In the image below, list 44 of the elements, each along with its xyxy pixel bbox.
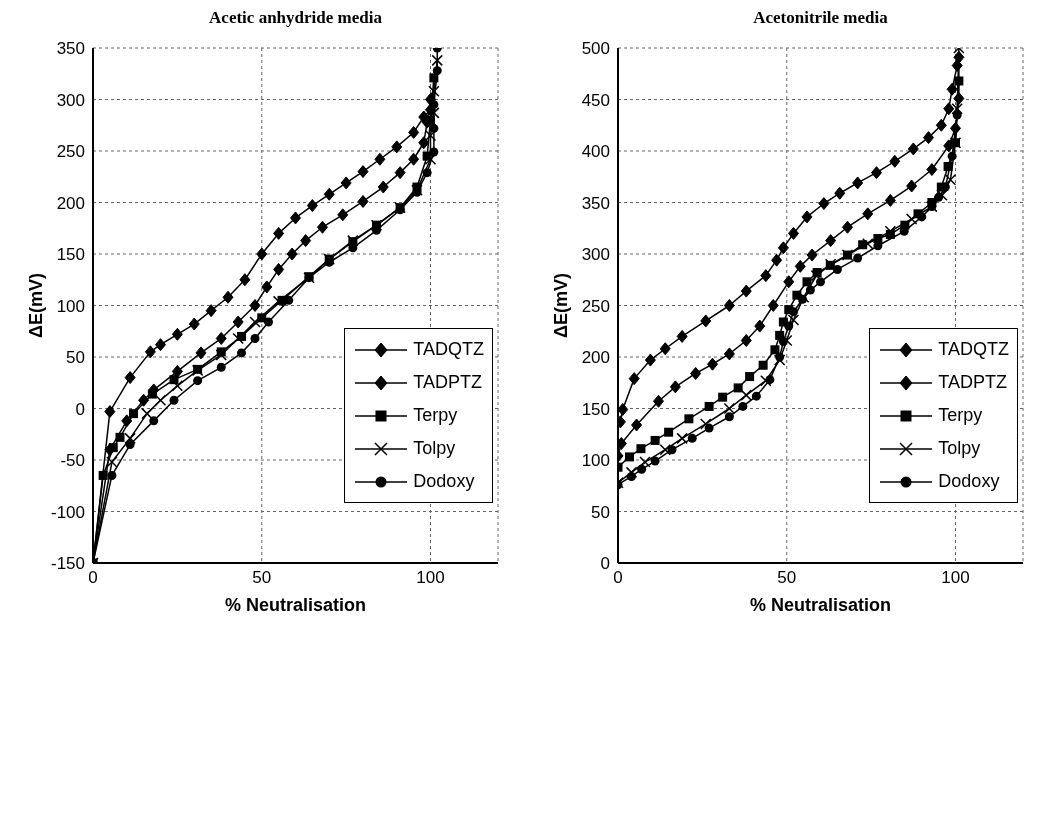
y-tick-label: 200 bbox=[56, 193, 85, 213]
y-tick-label: 350 bbox=[581, 193, 610, 213]
legend-label: TADPTZ bbox=[413, 372, 483, 393]
y-tick-label: 450 bbox=[581, 90, 610, 110]
y-tick-label: -50 bbox=[60, 451, 85, 471]
y-tick-label: 0 bbox=[600, 554, 610, 574]
legend-label: Terpy bbox=[413, 405, 458, 426]
legend-label: TADQTZ bbox=[938, 339, 1009, 360]
y-tick-label: 300 bbox=[581, 245, 610, 265]
y-tick-label: 100 bbox=[56, 296, 85, 316]
legend-label: Tolpy bbox=[938, 438, 981, 459]
x-tick-label: 50 bbox=[252, 568, 272, 588]
y-tick-label: 200 bbox=[581, 348, 610, 368]
y-tick-label: 100 bbox=[581, 451, 610, 471]
legend-label: Dodoxy bbox=[938, 471, 1000, 492]
chart-title: Acetic anhydride media bbox=[208, 8, 383, 29]
y-tick-label: 400 bbox=[581, 142, 610, 162]
y-tick-label: 250 bbox=[56, 142, 85, 162]
y-tick-label: 350 bbox=[56, 39, 85, 59]
y-tick-label: 300 bbox=[56, 90, 85, 110]
y-tick-label: 500 bbox=[581, 39, 610, 59]
x-axis-title: % Neutralisation bbox=[749, 595, 892, 615]
legend-label: Tolpy bbox=[413, 438, 456, 459]
chart-title: Acetonitrile media bbox=[752, 8, 889, 29]
x-tick-label: 0 bbox=[613, 568, 623, 588]
x-tick-label: 100 bbox=[941, 568, 970, 588]
x-tick-label: 0 bbox=[88, 568, 98, 588]
legend-label: TADPTZ bbox=[938, 372, 1008, 393]
y-tick-label: 50 bbox=[591, 502, 610, 522]
y-tick-label: 150 bbox=[581, 399, 610, 419]
y-tick-label: 50 bbox=[66, 348, 85, 368]
y-tick-label: 0 bbox=[75, 399, 85, 419]
y-tick-label: 250 bbox=[581, 296, 610, 316]
x-tick-label: 50 bbox=[777, 568, 797, 588]
y-axis-title: ΔE(mV) bbox=[26, 273, 47, 338]
y-axis-title: ΔE(mV) bbox=[551, 273, 572, 338]
x-tick-label: 100 bbox=[416, 568, 445, 588]
y-tick-label: -100 bbox=[50, 502, 85, 522]
y-tick-label: 150 bbox=[56, 245, 85, 265]
legend-label: Dodoxy bbox=[413, 471, 475, 492]
legend-label: TADQTZ bbox=[413, 339, 484, 360]
legend-label: Terpy bbox=[938, 405, 983, 426]
x-axis-title: % Neutralisation bbox=[224, 595, 367, 615]
y-tick-label: -150 bbox=[50, 554, 85, 574]
